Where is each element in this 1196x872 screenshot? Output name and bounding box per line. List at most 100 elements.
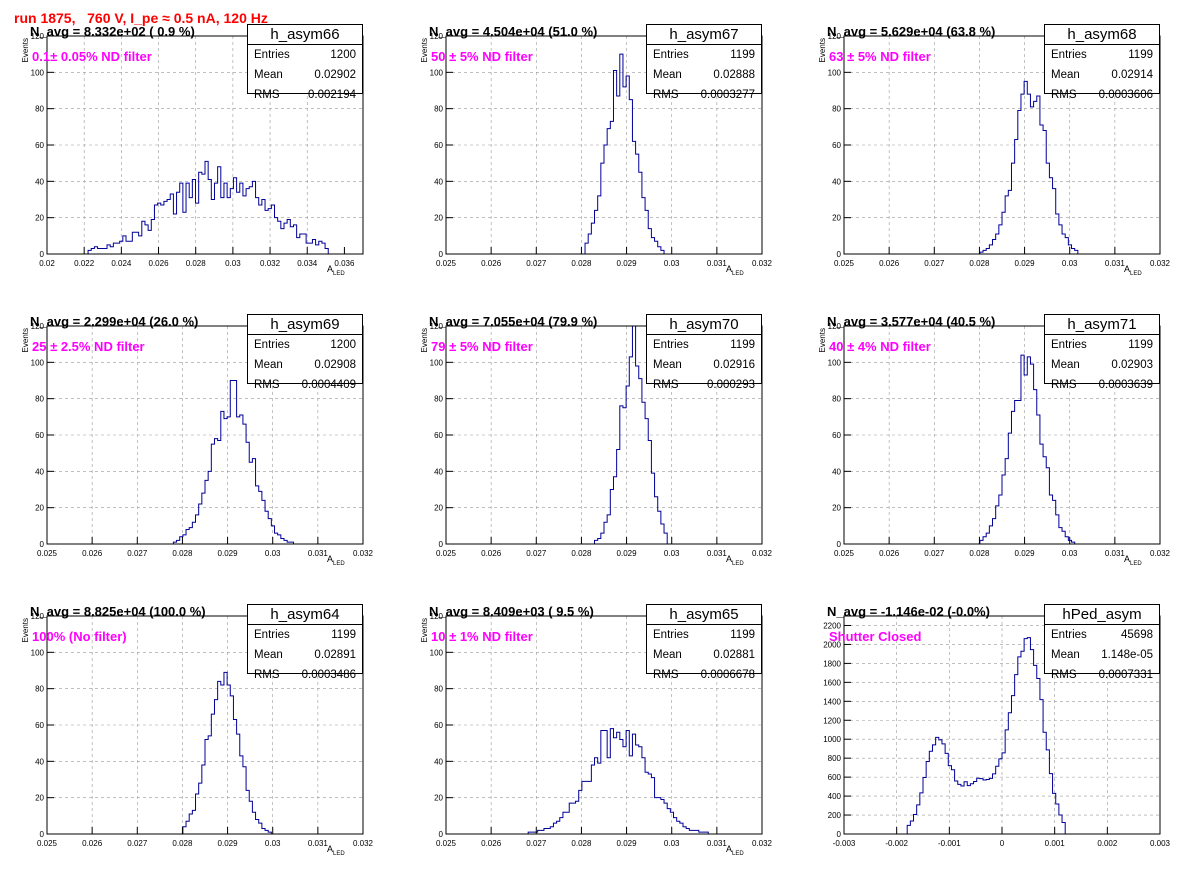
- y-tick-label: 0: [837, 250, 842, 259]
- stats-rms-label: RMS: [1051, 379, 1077, 391]
- n-avg-label: N_avg = 8.825e+04 (100.0 %): [30, 604, 206, 619]
- stats-box: h_asym65 Entries 1199 Mean 0.02881 RMS 0.00066…: [646, 604, 762, 681]
- x-tick-label: 0.028: [571, 839, 592, 848]
- x-axis-label: ALED: [327, 844, 345, 857]
- y-tick-label: 40: [35, 467, 44, 476]
- x-tick-label: 0.025: [834, 549, 855, 558]
- x-tick-label: 0.029: [617, 839, 638, 848]
- stats-mean-row: Mean 0.02916: [647, 355, 761, 375]
- histogram-canvas: 0.025 0.026 0.027 0.028 0.029 0.03 0.031 0.032 0…: [21, 322, 374, 567]
- x-tick-label: 0.03: [225, 259, 241, 268]
- y-tick-label: 400: [828, 792, 842, 801]
- stats-entries-label: Entries: [1051, 339, 1087, 351]
- x-tick-label: 0.025: [37, 549, 58, 558]
- n-avg-label: N_avg = 8.409e+03 ( 9.5 %): [429, 604, 594, 619]
- x-tick-label: -0.002: [885, 839, 908, 848]
- x-tick-label: 0.032: [353, 549, 374, 558]
- histogram-panel-h_asym65: 0.025 0.026 0.027 0.028 0.029 0.03 0.031 0.032 0…: [417, 600, 797, 870]
- y-axis-label: Events: [21, 618, 30, 642]
- stats-mean-row: Mean 1.148e-05: [1045, 645, 1159, 665]
- stats-mean-row: Mean 0.02914: [1045, 65, 1159, 85]
- stats-entries-value: 45698: [1121, 629, 1153, 641]
- stats-rms-row: RMS 0.002194: [248, 85, 362, 105]
- filter-note: 10 ± 1% ND filter: [431, 629, 533, 644]
- x-tick-label: 0.028: [969, 549, 990, 558]
- filter-note: 0.1± 0.05% ND filter: [32, 49, 152, 64]
- y-axis-label: Events: [420, 328, 429, 352]
- y-tick-label: 60: [434, 721, 443, 730]
- x-tick-label: 0.03: [664, 549, 680, 558]
- stats-mean-value: 0.02888: [713, 69, 755, 81]
- x-tick-label: 0.032: [1150, 259, 1171, 268]
- x-tick-label: 0.03: [664, 839, 680, 848]
- x-axis-label: ALED: [1124, 264, 1142, 277]
- stats-mean-label: Mean: [653, 359, 682, 371]
- x-tick-label: 0.031: [1105, 259, 1126, 268]
- stats-box: h_asym70 Entries 1199 Mean 0.02916 RMS 0.00029…: [646, 314, 762, 391]
- histogram-panel-hPed_asym: -0.003 -0.002 -0.001 0 0.001 0.002 0.003 0 200 40…: [815, 600, 1195, 870]
- stats-mean-value: 0.02916: [713, 359, 755, 371]
- y-tick-label: 1200: [823, 716, 841, 725]
- y-tick-label: 60: [35, 721, 44, 730]
- x-tick-label: 0.029: [617, 259, 638, 268]
- stats-entries-label: Entries: [1051, 629, 1087, 641]
- x-tick-label: 0.026: [149, 259, 170, 268]
- stats-rms-label: RMS: [653, 89, 679, 101]
- histogram-name: hPed_asym: [1045, 605, 1159, 625]
- stats-entries-value: 1199: [331, 629, 356, 641]
- stats-box: h_asym68 Entries 1199 Mean 0.02914 RMS 0.00036…: [1044, 24, 1160, 101]
- stats-rms-row: RMS 0.0007331: [1045, 665, 1159, 685]
- stats-rms-value: 0.0003639: [1098, 379, 1153, 391]
- y-tick-label: 40: [35, 757, 44, 766]
- x-tick-label: 0.001: [1045, 839, 1066, 848]
- stats-mean-value: 0.02891: [314, 649, 356, 661]
- x-axis-label: ALED: [327, 264, 345, 277]
- y-tick-label: 0: [439, 540, 444, 549]
- x-tick-label: 0.031: [707, 839, 728, 848]
- y-tick-label: 80: [832, 395, 841, 404]
- stats-box: hPed_asym Entries 45698 Mean 1.148e-05 RMS 0.0…: [1044, 604, 1160, 681]
- x-tick-label: 0.026: [481, 839, 502, 848]
- stats-mean-row: Mean 0.02902: [248, 65, 362, 85]
- stats-mean-value: 0.02902: [314, 69, 356, 81]
- y-tick-label: 0: [439, 250, 444, 259]
- y-axis-label: Events: [818, 38, 827, 62]
- stats-mean-value: 1.148e-05: [1101, 649, 1153, 661]
- y-tick-label: 120: [31, 612, 45, 621]
- filter-note: 25 ± 2.5% ND filter: [32, 339, 145, 354]
- stats-rms-value: 0.0003606: [1098, 89, 1153, 101]
- x-tick-label: 0: [1000, 839, 1005, 848]
- histogram-series: [47, 160, 363, 255]
- x-tick-label: 0.031: [1105, 549, 1126, 558]
- x-tick-label: 0.03: [265, 839, 281, 848]
- y-axis-label: Events: [21, 328, 30, 352]
- y-tick-label: 20: [35, 504, 44, 513]
- stats-rms-row: RMS 0.0003639: [1045, 375, 1159, 395]
- y-tick-label: 100: [430, 358, 444, 367]
- x-tick-label: 0.027: [924, 259, 945, 268]
- x-tick-label: 0.028: [172, 549, 193, 558]
- x-axis-label: ALED: [726, 554, 744, 567]
- stats-rms-value: 0.0003486: [301, 669, 356, 681]
- y-tick-label: 200: [828, 811, 842, 820]
- x-tick-label: 0.025: [834, 259, 855, 268]
- filter-note: 79 ± 5% ND filter: [431, 339, 533, 354]
- y-tick-label: 20: [35, 794, 44, 803]
- x-tick-label: 0.028: [186, 259, 207, 268]
- y-tick-label: 60: [832, 431, 841, 440]
- y-tick-label: 20: [35, 214, 44, 223]
- stats-entries-label: Entries: [254, 629, 290, 641]
- y-tick-label: 100: [430, 648, 444, 657]
- y-tick-label: 80: [434, 395, 443, 404]
- y-tick-label: 60: [832, 141, 841, 150]
- histogram-canvas: 0.025 0.026 0.027 0.028 0.029 0.03 0.031 0.032 0…: [420, 32, 773, 277]
- y-tick-label: 40: [35, 177, 44, 186]
- histogram-name: h_asym70: [647, 315, 761, 335]
- filter-note: Shutter Closed: [829, 629, 922, 644]
- y-tick-label: 800: [828, 754, 842, 763]
- stats-rms-label: RMS: [1051, 89, 1077, 101]
- x-tick-label: 0.031: [308, 549, 329, 558]
- stats-entries-label: Entries: [653, 49, 689, 61]
- stats-mean-label: Mean: [1051, 359, 1080, 371]
- x-tick-label: 0.032: [260, 259, 281, 268]
